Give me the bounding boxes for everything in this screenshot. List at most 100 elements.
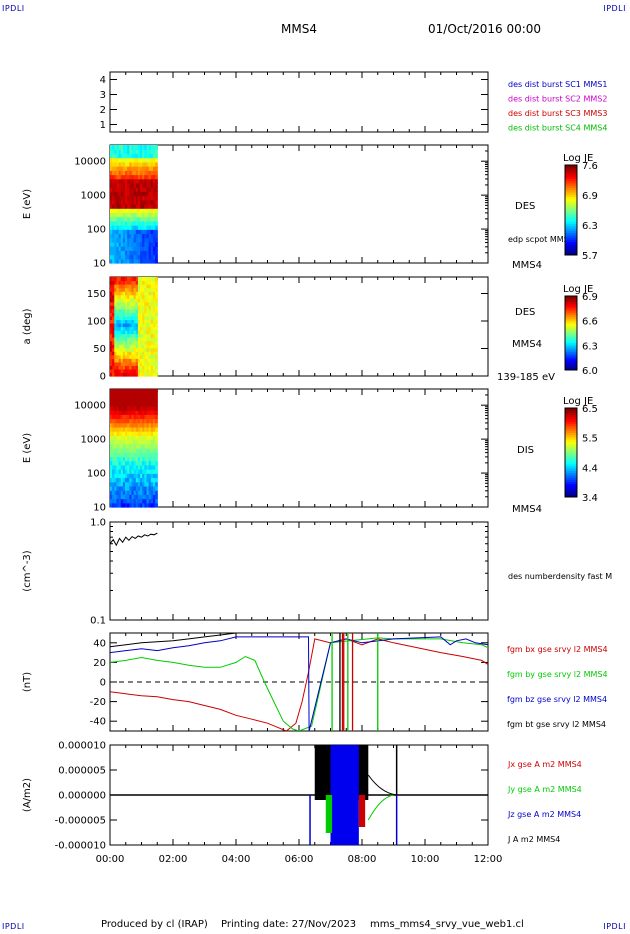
- heatmap-cell: [135, 291, 139, 296]
- heatmap-cell: [110, 443, 113, 449]
- heatmap-cell: [144, 322, 148, 328]
- heatmap-cell: [127, 448, 130, 453]
- heatmap-cell: [137, 220, 141, 226]
- heatmap-cell: [142, 435, 145, 441]
- footer-produced: Produced by cl (IRAP): [101, 919, 208, 930]
- heatmap-cell: [131, 161, 135, 167]
- heatmap-cell: [110, 153, 113, 159]
- heatmap-cell: [131, 344, 135, 349]
- heatmap-cell: [137, 153, 141, 159]
- heatmap-cell: [137, 315, 141, 321]
- heatmap-cell: [131, 225, 135, 230]
- heatmap-cell: [125, 473, 128, 479]
- heatmap-cell: [118, 477, 122, 483]
- heatmap-cell: [155, 490, 158, 495]
- colorbar-swatch: [565, 353, 577, 356]
- heatmap-cell: [155, 372, 158, 377]
- heatmap-cell: [135, 157, 139, 163]
- heatmap-cell: [148, 157, 152, 163]
- heatmap-cell: [155, 199, 158, 205]
- heatmap-cell: [112, 284, 115, 289]
- heatmap-cell: [155, 435, 158, 441]
- heatmap-cell: [140, 301, 143, 306]
- heatmap-cell: [122, 161, 126, 167]
- heatmap-cell: [114, 170, 118, 176]
- heatmap-cell: [122, 460, 126, 466]
- heatmap-cell: [114, 485, 118, 491]
- heatmap-cell: [116, 354, 120, 359]
- colorbar-tick-label: 5.7: [582, 251, 598, 262]
- fgm-legend: fgm by gse srvy l2 MMS4: [507, 670, 608, 679]
- pitch-instrument-label: DES: [515, 307, 535, 318]
- heatmap-cell: [116, 241, 120, 247]
- heatmap-cell: [131, 298, 135, 303]
- heatmap-cell: [129, 220, 133, 226]
- heatmap-cell: [120, 157, 124, 163]
- heatmap-cell: [125, 212, 128, 218]
- heatmap-cell: [122, 490, 126, 495]
- colorbar-swatch: [565, 307, 577, 310]
- colorbar-swatch: [565, 210, 577, 213]
- heatmap-cell: [144, 502, 148, 508]
- heatmap-cell: [125, 174, 128, 180]
- heatmap-cell: [127, 216, 130, 222]
- heatmap-cell: [118, 178, 122, 184]
- heatmap-cell: [135, 229, 139, 235]
- colorbar-tick-label: 6.9: [582, 191, 598, 202]
- heatmap-cell: [120, 368, 124, 374]
- heatmap-cell: [112, 361, 115, 366]
- heatmap-cell: [144, 431, 148, 436]
- heatmap-cell: [146, 431, 150, 436]
- heatmap-cell: [148, 195, 152, 201]
- heatmap-cell: [150, 153, 154, 159]
- heatmap-cell: [127, 166, 130, 171]
- heatmap-cell: [140, 195, 143, 201]
- heatmap-cell: [140, 410, 143, 415]
- heatmap-cell: [148, 287, 152, 292]
- heatmap-cell: [133, 393, 137, 399]
- heatmap-cell: [120, 246, 124, 251]
- heatmap-cell: [142, 494, 145, 500]
- heatmap-cell: [137, 312, 141, 317]
- current-legend: J A m2 MMS4: [507, 835, 560, 844]
- heatmap-cell: [131, 422, 135, 428]
- heatmap-cell: [110, 182, 113, 188]
- heatmap-cell: [122, 337, 126, 342]
- heatmap-cell: [131, 490, 135, 495]
- heatmap-cell: [131, 405, 135, 411]
- heatmap-cell: [118, 452, 122, 458]
- heatmap-cell: [122, 464, 126, 470]
- heatmap-cell: [152, 250, 156, 256]
- heatmap-cell: [150, 145, 154, 150]
- heatmap-cell: [118, 199, 122, 205]
- heatmap-cell: [110, 319, 113, 324]
- heatmap-cell: [142, 287, 145, 292]
- colorbar-swatch: [565, 432, 577, 436]
- fgm-legend: fgm bz gse srvy l2 MMS4: [507, 695, 607, 704]
- heatmap-cell: [122, 246, 126, 251]
- heatmap-cell: [142, 225, 145, 230]
- heatmap-cell: [118, 254, 122, 260]
- heatmap-cell: [150, 368, 154, 374]
- heatmap-cell: [140, 354, 143, 359]
- heatmap-cell: [148, 149, 152, 155]
- heatmap-cell: [146, 358, 150, 363]
- colorbar-swatch: [565, 443, 577, 447]
- heatmap-cell: [112, 431, 115, 436]
- heatmap-cell: [110, 212, 113, 218]
- heatmap-cell: [116, 340, 120, 345]
- heatmap-cell: [110, 277, 113, 282]
- heatmap-cell: [122, 477, 126, 483]
- colorbar-swatch: [565, 331, 577, 334]
- heatmap-cell: [133, 199, 137, 205]
- heatmap-cell: [142, 195, 145, 201]
- heatmap-cell: [125, 225, 128, 230]
- heatmap-cell: [118, 330, 122, 335]
- colorbar-swatch: [565, 474, 577, 478]
- heatmap-cell: [146, 161, 150, 167]
- colorbar-swatch: [565, 342, 577, 345]
- heatmap-cell: [146, 319, 150, 324]
- colorbar-swatch: [565, 185, 577, 188]
- heatmap-cell: [140, 170, 143, 176]
- colorbar-swatch: [565, 364, 577, 367]
